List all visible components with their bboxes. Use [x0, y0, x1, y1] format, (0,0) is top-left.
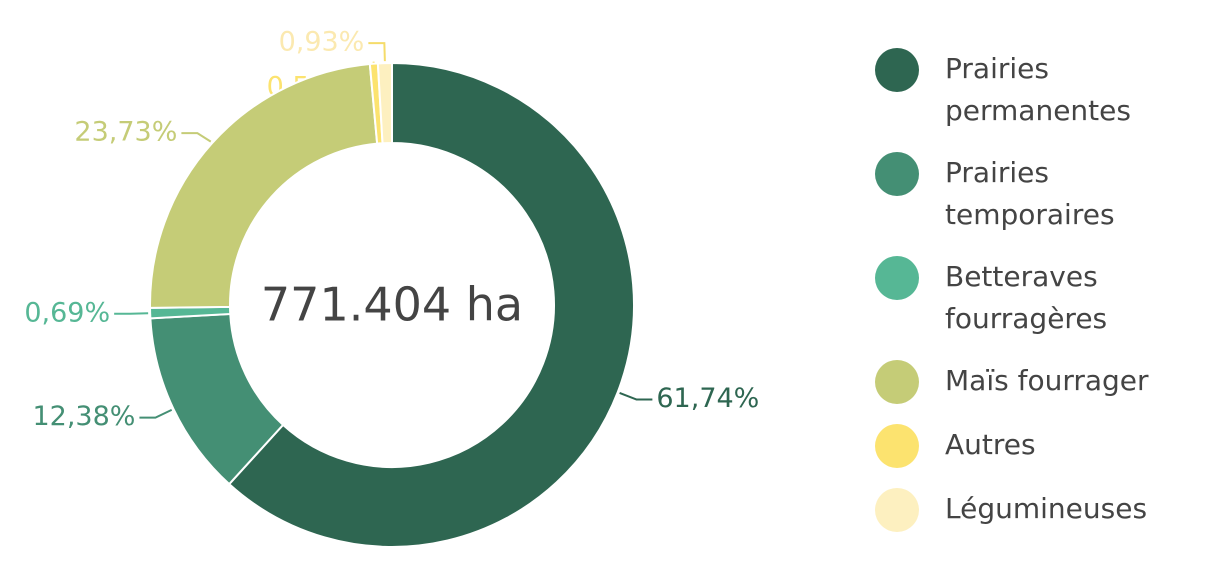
- value-label: 61,74%: [656, 383, 759, 414]
- legend-label: Prairies permanentes: [945, 52, 1131, 127]
- legend: Prairies permanentes Prairies temporaires…: [875, 48, 1175, 552]
- donut-slice: [227, 61, 635, 548]
- value-label: 0,69%: [24, 297, 110, 328]
- legend-swatch: [875, 488, 919, 532]
- legend-label: Prairies temporaires: [945, 156, 1115, 231]
- legend-swatch: [875, 424, 919, 468]
- legend-item: Betteraves fourragères: [875, 256, 1175, 340]
- legend-item: Légumineuses: [875, 488, 1175, 532]
- legend-item: Prairies permanentes: [875, 48, 1175, 132]
- legend-label: Maïs fourrager: [945, 364, 1149, 397]
- legend-item: Maïs fourrager: [875, 360, 1175, 404]
- legend-swatch: [875, 48, 919, 92]
- donut-slice: [376, 61, 393, 145]
- value-label: 0,93%: [279, 27, 365, 58]
- legend-label: Légumineuses: [945, 492, 1148, 525]
- legend-label: Betteraves fourragères: [945, 260, 1108, 335]
- value-label: 12,38%: [32, 401, 135, 432]
- center-label: 771.404 ha: [261, 278, 523, 332]
- leader-line: [619, 392, 653, 401]
- value-label: 23,73%: [74, 117, 177, 148]
- donut-slice: [149, 62, 379, 309]
- leader-line: [181, 132, 212, 143]
- legend-swatch: [875, 360, 919, 404]
- legend-item: Autres: [875, 424, 1175, 468]
- legend-item: Prairies temporaires: [875, 152, 1175, 236]
- leader-line: [114, 312, 149, 315]
- legend-swatch: [875, 152, 919, 196]
- leader-line: [139, 408, 173, 419]
- chart: 0,93%0,53%23,73%0,69%12,38%61,74% 771.40…: [24, 27, 759, 548]
- legend-label: Autres: [945, 428, 1036, 461]
- slices: [149, 61, 635, 548]
- legend-swatch: [875, 256, 919, 300]
- leader-line: [368, 42, 386, 62]
